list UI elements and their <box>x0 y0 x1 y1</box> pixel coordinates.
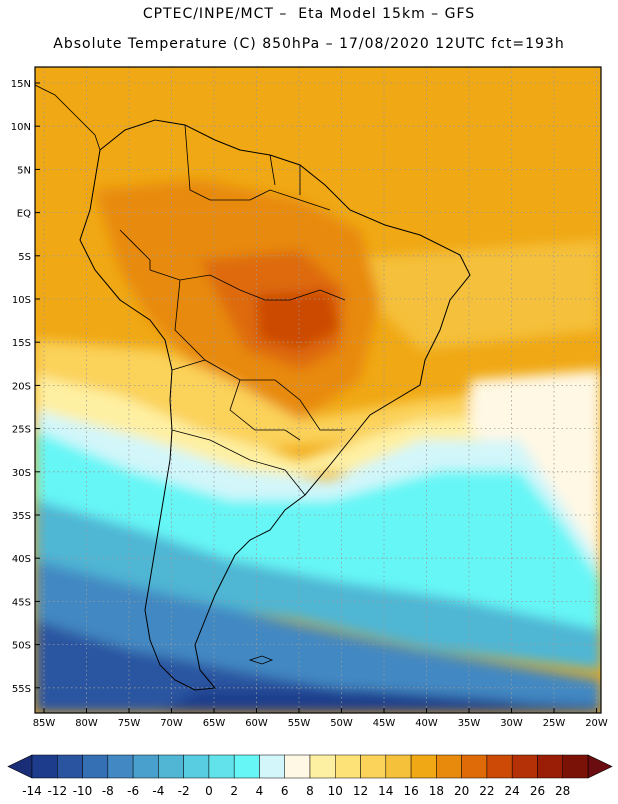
colorbar-label: 18 <box>429 784 444 798</box>
colorbar-swatch <box>461 754 488 779</box>
colorbar-swatch <box>309 754 336 779</box>
colorbar-swatch <box>537 754 563 779</box>
lon-label: 40W <box>415 718 438 729</box>
colorbar-label: 6 <box>281 784 289 798</box>
lon-label: 25W <box>543 718 566 729</box>
colorbar-label: 12 <box>353 784 368 798</box>
colorbar-swatch <box>82 754 109 779</box>
colorbar-swatch <box>284 754 311 779</box>
colorbar-label: -6 <box>127 784 139 798</box>
lon-label: 80W <box>75 718 98 729</box>
colorbar-swatch <box>360 754 387 779</box>
colorbar-label: -10 <box>73 784 93 798</box>
colorbar-label: 20 <box>454 784 469 798</box>
lat-label: 40S <box>12 554 31 565</box>
colorbar-label: 22 <box>479 784 494 798</box>
longitude-labels: 85W 80W 75W 70W 65W 60W 55W 50W 45W 40W 35W 30W 25W 2… <box>33 708 608 729</box>
colorbar-label: -14 <box>22 784 42 798</box>
lat-label: 30S <box>12 468 31 479</box>
latitude-labels: 15N 10N 5N EQ 5S 10S 15S 20S 25S 30S 35S 40S 45S 50S 5… <box>11 79 40 695</box>
colorbar-high-arrow <box>587 754 613 779</box>
lat-label: 10N <box>11 122 31 133</box>
lon-label: 65W <box>203 718 226 729</box>
lat-label: 10S <box>12 295 31 306</box>
colorbar-label: -2 <box>178 784 190 798</box>
map-title: CPTEC/INPE/MCT – Eta Model 15km – GFS <box>142 6 476 22</box>
lon-label: 35W <box>458 718 481 729</box>
temperature-field <box>35 67 601 713</box>
map-frame <box>34 66 602 714</box>
colorbar-swatch <box>57 754 83 779</box>
lon-label: 85W <box>33 718 56 729</box>
colorbar-label: 2 <box>230 784 238 798</box>
colorbar-swatch <box>132 754 159 779</box>
colorbar-swatch <box>410 754 437 779</box>
lon-label: 20W <box>585 718 608 729</box>
colorbar-swatch <box>208 754 235 779</box>
lat-label: 50S <box>12 641 31 652</box>
colorbar-label: 28 <box>555 784 570 798</box>
colorbar-label: 0 <box>205 784 213 798</box>
lat-label: 20S <box>12 381 31 392</box>
colorbar-swatch <box>31 754 58 779</box>
colorbar-label: -4 <box>152 784 164 798</box>
colorbar-label: -8 <box>102 784 114 798</box>
lon-label: 55W <box>288 718 311 729</box>
lon-label: 60W <box>245 718 268 729</box>
colorbar-swatch <box>335 754 361 779</box>
lon-label: 45W <box>373 718 396 729</box>
colorbar-label: -12 <box>47 784 67 798</box>
colorbar-swatch <box>486 754 513 779</box>
lat-label: 45S <box>12 597 31 608</box>
colorbar-swatch <box>511 754 538 779</box>
colorbar-label: 8 <box>306 784 314 798</box>
colorbar-low-arrow <box>7 754 33 779</box>
lat-label: 55S <box>12 684 31 695</box>
lat-label: 35S <box>12 511 31 522</box>
lat-label: 25S <box>12 425 31 436</box>
colorbar-label: 10 <box>328 784 343 798</box>
lon-label: 70W <box>160 718 183 729</box>
colorbar-swatch <box>385 754 412 779</box>
map-subtitle: Absolute Temperature (C) 850hPa – 17/08/… <box>53 36 565 52</box>
lon-label: 50W <box>330 718 353 729</box>
lat-label: 15N <box>11 79 31 90</box>
colorbar-swatch <box>562 754 589 779</box>
lat-label: 5N <box>17 165 31 176</box>
colorbar-swatch <box>183 754 210 779</box>
colorbar-label: 16 <box>403 784 418 798</box>
colorbar-swatch <box>259 754 285 779</box>
south-america-coastline <box>79 119 471 691</box>
colorbar-swatch <box>233 754 260 779</box>
colorbar-label: 14 <box>378 784 393 798</box>
colorbar: -14 -12 -10 -8 -6 -4 -2 0 2 4 6 8 10 12 14 16 18 20 22 24 26… <box>7 754 613 798</box>
colorbar-label: 24 <box>505 784 520 798</box>
lat-label: 15S <box>12 338 31 349</box>
colorbar-label: 4 <box>256 784 264 798</box>
country-borders <box>119 124 346 496</box>
lat-label: 5S <box>18 252 31 263</box>
colorbar-swatch <box>158 754 184 779</box>
lat-label: EQ <box>17 209 31 220</box>
colorbar-swatch <box>107 754 134 779</box>
colorbar-swatch <box>436 754 462 779</box>
colorbar-label: 26 <box>530 784 545 798</box>
lon-label: 75W <box>118 718 141 729</box>
lon-label: 30W <box>500 718 523 729</box>
